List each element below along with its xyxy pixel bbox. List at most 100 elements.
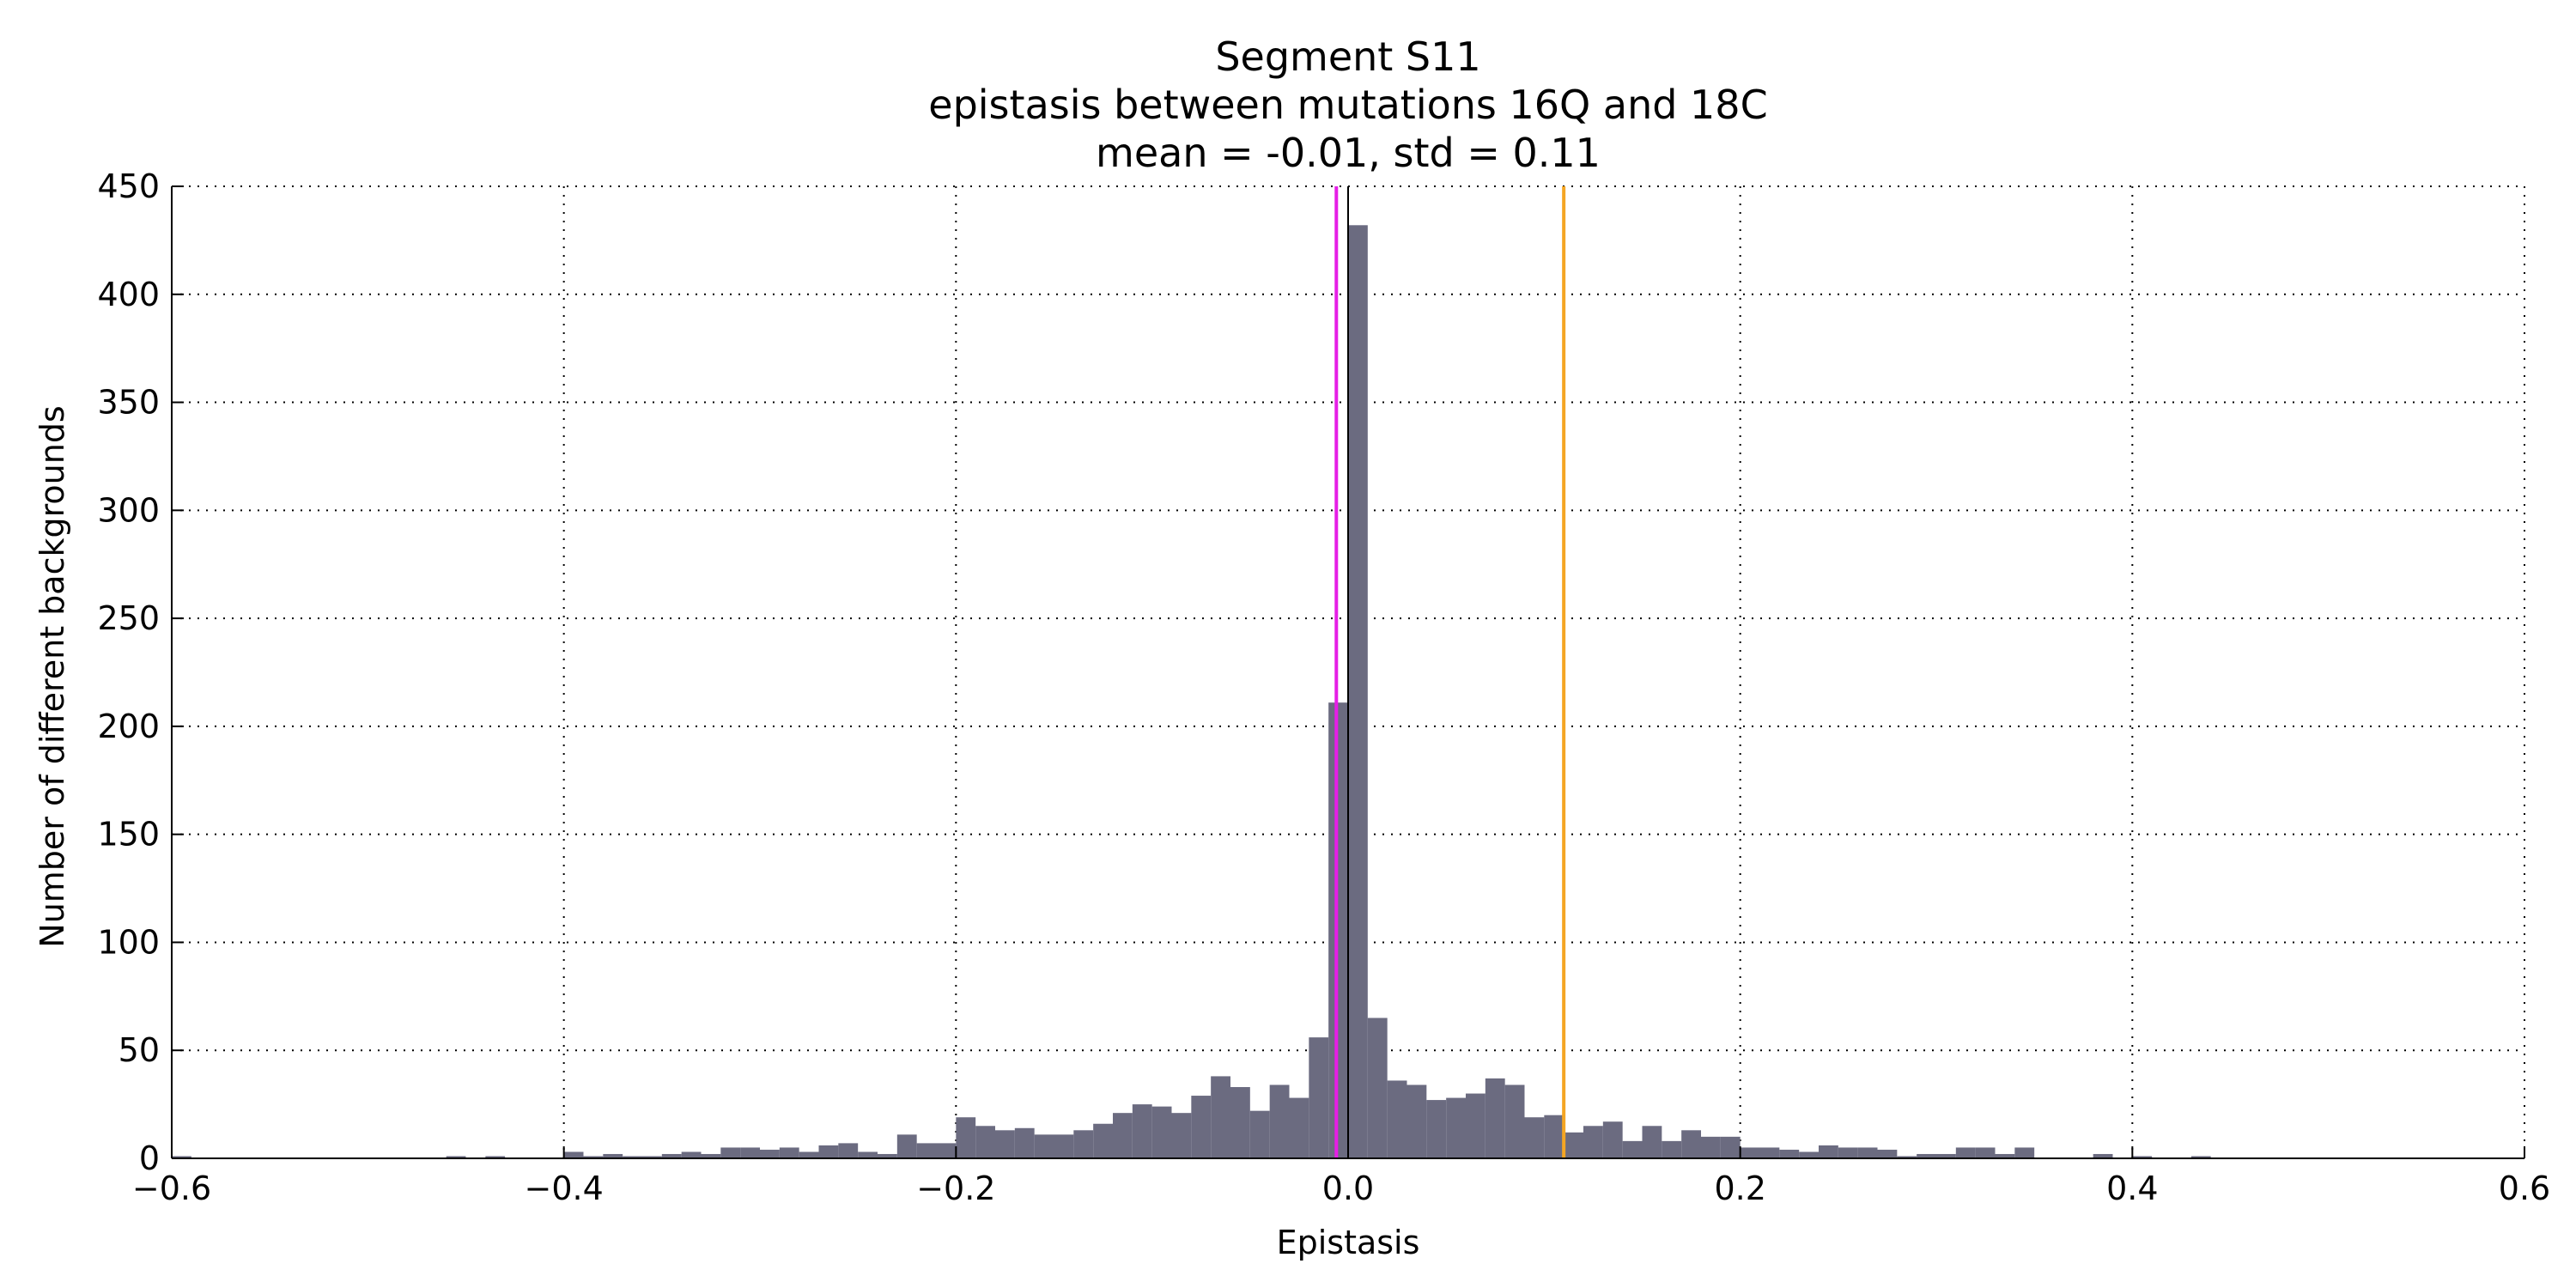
x-tick-label: 0.2 bbox=[1714, 1170, 1765, 1207]
x-tick-label: 0.4 bbox=[2106, 1170, 2158, 1207]
histogram-bar bbox=[1602, 1121, 1623, 1158]
histogram-bar bbox=[1054, 1134, 1074, 1158]
histogram-bar bbox=[1779, 1149, 1800, 1158]
histogram-bar bbox=[1544, 1115, 1564, 1158]
histogram-bar bbox=[1446, 1097, 1466, 1158]
histogram-bar bbox=[1877, 1149, 1898, 1158]
histogram-bar bbox=[485, 1156, 506, 1158]
histogram-bar bbox=[563, 1151, 584, 1158]
histogram-bar bbox=[1328, 702, 1348, 1158]
histogram-bar bbox=[1485, 1078, 1505, 1158]
histogram-bar bbox=[603, 1153, 623, 1158]
y-tick-label: 150 bbox=[97, 816, 160, 854]
histogram-bar bbox=[720, 1147, 741, 1158]
histogram-bar bbox=[1701, 1136, 1721, 1158]
histogram-bar bbox=[1093, 1123, 1113, 1158]
histogram-bar bbox=[1917, 1153, 1936, 1158]
histogram-bar bbox=[1309, 1037, 1329, 1158]
histogram-bar bbox=[2014, 1147, 2035, 1158]
histogram-bar bbox=[2190, 1156, 2211, 1158]
histogram-bar bbox=[1289, 1097, 1309, 1158]
y-tick-labels: 0 50 100 150 200 250 300 350 400 450 bbox=[97, 167, 160, 1177]
histogram-bar bbox=[1975, 1147, 1996, 1158]
histogram-bar bbox=[623, 1156, 642, 1158]
histogram-bar bbox=[583, 1156, 604, 1158]
histogram-bars bbox=[172, 225, 2211, 1158]
reference-lines bbox=[1334, 186, 1566, 1158]
histogram-bar bbox=[1936, 1153, 1956, 1158]
x-tick-label: 0.6 bbox=[2499, 1170, 2550, 1207]
histogram-bar bbox=[1622, 1140, 1643, 1158]
histogram-bar bbox=[936, 1143, 957, 1158]
histogram-bar bbox=[1995, 1153, 2015, 1158]
histogram-bar bbox=[446, 1156, 466, 1158]
y-tick-label: 300 bbox=[97, 491, 160, 529]
histogram-bar bbox=[1681, 1130, 1701, 1158]
histogram-bar bbox=[1662, 1140, 1682, 1158]
histogram-bar bbox=[1857, 1147, 1878, 1158]
histogram-bar bbox=[878, 1153, 897, 1158]
y-tick-label: 250 bbox=[97, 599, 160, 637]
histogram-bar bbox=[1367, 1018, 1388, 1158]
histogram-bar bbox=[2093, 1153, 2113, 1158]
y-tick-label: 450 bbox=[97, 167, 160, 205]
histogram-bar bbox=[1955, 1147, 1976, 1158]
chart-title-line-1: Segment S11 bbox=[1215, 33, 1480, 80]
chart-title-line-3: mean = -0.01, std = 0.11 bbox=[1096, 130, 1601, 176]
histogram-bar bbox=[1583, 1126, 1603, 1158]
histogram-bar bbox=[1348, 225, 1368, 1158]
histogram-bar bbox=[975, 1126, 995, 1158]
histogram-bar bbox=[172, 1156, 191, 1158]
histogram-bar bbox=[1269, 1084, 1290, 1158]
histogram-bar bbox=[1191, 1096, 1212, 1158]
histogram-bar bbox=[1073, 1130, 1094, 1158]
histogram-bar bbox=[1819, 1145, 1838, 1158]
histogram-bar bbox=[760, 1149, 780, 1158]
histogram-bar bbox=[1642, 1126, 1662, 1158]
y-axis-label: Number of different backgrounds bbox=[33, 405, 71, 947]
histogram-bar bbox=[642, 1156, 662, 1158]
histogram-bar bbox=[1211, 1076, 1230, 1158]
x-tick-labels: −0.6 −0.4 −0.2 0.0 0.2 0.4 0.6 bbox=[132, 1170, 2550, 1207]
y-tick-label: 200 bbox=[97, 708, 160, 745]
histogram-bar bbox=[1014, 1127, 1035, 1158]
histogram-bar bbox=[1406, 1084, 1427, 1158]
histogram-bar bbox=[916, 1143, 937, 1158]
histogram-bar bbox=[701, 1153, 721, 1158]
histogram-bar bbox=[1230, 1086, 1250, 1158]
histogram-bar bbox=[995, 1130, 1015, 1158]
histogram-bar bbox=[1034, 1134, 1054, 1158]
histogram-bar bbox=[1897, 1156, 1917, 1158]
histogram-bar bbox=[838, 1143, 859, 1158]
histogram-bar bbox=[2132, 1156, 2153, 1158]
histogram-bar bbox=[1504, 1084, 1525, 1158]
axes bbox=[171, 185, 2525, 1159]
histogram-bar bbox=[858, 1151, 878, 1158]
x-tick-label: 0.0 bbox=[1322, 1170, 1374, 1207]
histogram-bar bbox=[779, 1147, 799, 1158]
histogram-bar bbox=[1564, 1132, 1583, 1158]
histogram-bar bbox=[1387, 1080, 1407, 1158]
x-axis-label: Epistasis bbox=[1277, 1224, 1420, 1261]
histogram-bar bbox=[1151, 1106, 1172, 1158]
y-tick-label: 350 bbox=[97, 384, 160, 422]
histogram-bar bbox=[896, 1134, 917, 1158]
histogram-bar bbox=[1466, 1093, 1485, 1158]
x-tick-label: −0.4 bbox=[525, 1170, 604, 1207]
histogram-bar bbox=[818, 1145, 839, 1158]
x-tick-label: −0.6 bbox=[132, 1170, 211, 1207]
y-tick-label: 400 bbox=[97, 276, 160, 313]
histogram-bar bbox=[681, 1151, 702, 1158]
histogram-bar bbox=[1759, 1147, 1780, 1158]
histogram-bar bbox=[1113, 1113, 1133, 1158]
histogram-bar bbox=[1426, 1100, 1447, 1158]
histogram-bar bbox=[1132, 1104, 1152, 1158]
y-tick-label: 50 bbox=[118, 1031, 160, 1069]
histogram-bar bbox=[1249, 1110, 1270, 1158]
histogram-bar bbox=[1838, 1147, 1858, 1158]
histogram-bar bbox=[1799, 1151, 1819, 1158]
histogram-bar bbox=[661, 1153, 682, 1158]
histogram-bar bbox=[1171, 1113, 1192, 1158]
